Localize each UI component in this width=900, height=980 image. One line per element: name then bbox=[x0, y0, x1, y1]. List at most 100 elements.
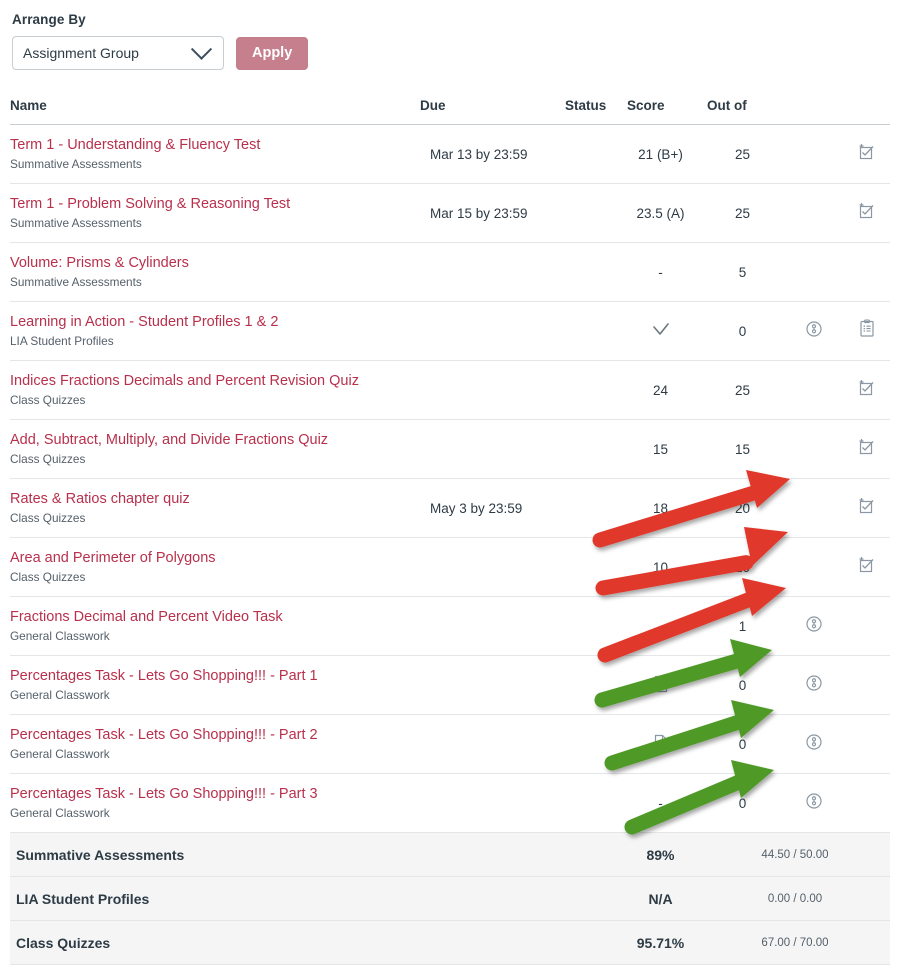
assignment-status bbox=[565, 243, 627, 302]
grades-table: Name Due Status Score Out of Term 1 - Un… bbox=[10, 98, 890, 965]
assignment-title-link[interactable]: Add, Subtract, Multiply, and Divide Frac… bbox=[10, 432, 329, 449]
column-header-name[interactable]: Name bbox=[10, 98, 47, 113]
assignment-icon-1-cell bbox=[785, 420, 843, 479]
assignment-status bbox=[565, 125, 627, 184]
assignment-due-date: Mar 13 by 23:59 bbox=[430, 146, 528, 162]
apply-button[interactable]: Apply bbox=[236, 36, 309, 70]
assignment-out-of: 20 bbox=[734, 500, 751, 516]
assignment-due-date bbox=[420, 302, 565, 361]
assignment-name-cell: Percentages Task - Lets Go Shopping!!! -… bbox=[10, 715, 420, 774]
assignment-icon-1-cell bbox=[785, 656, 843, 715]
assignment-name-cell: Term 1 - Understanding & Fluency Test Sum… bbox=[10, 125, 420, 184]
assignment-out-of: 0 bbox=[738, 323, 747, 339]
assignment-due-date bbox=[420, 420, 565, 479]
table-row: Indices Fractions Decimals and Percent R… bbox=[10, 361, 890, 420]
assignment-icon-2-cell bbox=[843, 715, 890, 774]
assignment-icon-1-cell bbox=[785, 774, 843, 833]
assignment-group-label: Summative Assessments bbox=[10, 156, 142, 171]
group-summary-percent: N/A bbox=[648, 890, 673, 907]
score-details-icon[interactable] bbox=[805, 674, 823, 697]
quiz-icon[interactable] bbox=[858, 497, 876, 520]
group-summary-name: Summative Assessments bbox=[16, 846, 185, 863]
table-row: Percentages Task - Lets Go Shopping!!! -… bbox=[10, 656, 890, 715]
assignment-due-date bbox=[420, 597, 565, 656]
assignment-status bbox=[565, 656, 627, 715]
assignment-group-label: General Classwork bbox=[10, 805, 110, 820]
assignment-title-link[interactable]: Percentages Task - Lets Go Shopping!!! -… bbox=[10, 786, 318, 803]
assignment-score: - bbox=[658, 264, 663, 280]
quiz-icon[interactable] bbox=[858, 202, 876, 225]
assignment-title-link[interactable]: Percentages Task - Lets Go Shopping!!! -… bbox=[10, 668, 318, 685]
column-header-status[interactable]: Status bbox=[565, 98, 607, 113]
assignment-icon-1-cell bbox=[785, 361, 843, 420]
arrange-by-controls: Arrange By Assignment Group Apply bbox=[0, 0, 900, 70]
assignment-out-of: 25 bbox=[734, 146, 751, 162]
column-header-out-of[interactable]: Out of bbox=[707, 98, 747, 113]
assignment-group-label: Summative Assessments bbox=[10, 274, 142, 289]
assignment-group-label: General Classwork bbox=[10, 687, 110, 702]
table-row: Volume: Prisms & Cylinders Summative Asse… bbox=[10, 243, 890, 302]
assignment-icon-1-cell bbox=[785, 715, 843, 774]
assignment-title-link[interactable]: Term 1 - Problem Solving & Reasoning Tes… bbox=[10, 196, 291, 213]
assignment-icon-2-cell bbox=[843, 479, 890, 538]
assignment-title-link[interactable]: Percentages Task - Lets Go Shopping!!! -… bbox=[10, 727, 318, 744]
table-row: Percentages Task - Lets Go Shopping!!! -… bbox=[10, 774, 890, 833]
assignment-status bbox=[565, 184, 627, 243]
assignment-group-label: General Classwork bbox=[10, 628, 110, 643]
assignment-score bbox=[627, 656, 707, 715]
column-header-due[interactable]: Due bbox=[420, 98, 446, 113]
score-details-icon[interactable] bbox=[805, 615, 823, 638]
group-summary-percent: 95.71% bbox=[636, 934, 685, 951]
arrange-by-label: Arrange By bbox=[12, 12, 86, 27]
quiz-icon[interactable] bbox=[858, 438, 876, 461]
document-submission-icon[interactable] bbox=[653, 734, 669, 755]
assignment-title-link[interactable]: Learning in Action - Student Profiles 1 … bbox=[10, 314, 279, 331]
group-summary-name: LIA Student Profiles bbox=[16, 890, 150, 907]
group-summary-points: 67.00 / 70.00 bbox=[761, 936, 829, 949]
assignment-title-link[interactable]: Term 1 - Understanding & Fluency Test bbox=[10, 137, 261, 154]
assignment-status bbox=[565, 479, 627, 538]
assignment-score: 10 bbox=[652, 559, 669, 575]
assignment-out-of: 0 bbox=[738, 677, 747, 693]
assignment-group-label: Class Quizzes bbox=[10, 510, 86, 525]
rubric-icon[interactable] bbox=[858, 319, 876, 343]
arrange-by-select-value: Assignment Group bbox=[23, 45, 139, 61]
assignment-title-link[interactable]: Fractions Decimal and Percent Video Task bbox=[10, 609, 283, 626]
assignment-title-link[interactable]: Volume: Prisms & Cylinders bbox=[10, 255, 189, 272]
assignment-icon-1-cell bbox=[785, 243, 843, 302]
quiz-icon[interactable] bbox=[858, 379, 876, 402]
assignment-icon-2-cell bbox=[843, 420, 890, 479]
assignment-icon-2-cell bbox=[843, 361, 890, 420]
assignment-title-link[interactable]: Indices Fractions Decimals and Percent R… bbox=[10, 373, 359, 390]
assignment-name-cell: Indices Fractions Decimals and Percent R… bbox=[10, 361, 420, 420]
assignment-due-date bbox=[420, 656, 565, 715]
quiz-icon[interactable] bbox=[858, 556, 876, 579]
assignment-due-date: May 3 by 23:59 bbox=[430, 500, 523, 516]
assignment-group-label: LIA Student Profiles bbox=[10, 333, 114, 348]
assignment-icon-1-cell bbox=[785, 597, 843, 656]
assignment-title-link[interactable]: Rates & Ratios chapter quiz bbox=[10, 491, 190, 508]
score-details-icon[interactable] bbox=[805, 733, 823, 756]
assignment-icon-1-cell bbox=[785, 479, 843, 538]
score-details-icon[interactable] bbox=[805, 320, 823, 343]
column-header-score[interactable]: Score bbox=[627, 98, 665, 113]
assignment-out-of: 0 bbox=[738, 736, 747, 752]
group-summary-row: Class Quizzes 95.71% 67.00 / 70.00 bbox=[10, 920, 890, 965]
assignment-score: 23.5 (A) bbox=[636, 205, 685, 221]
arrange-by-select[interactable]: Assignment Group bbox=[12, 36, 224, 70]
assignment-score bbox=[627, 302, 707, 361]
group-summary-name: Class Quizzes bbox=[16, 934, 111, 951]
quiz-icon[interactable] bbox=[858, 143, 876, 166]
assignment-score: - bbox=[658, 618, 663, 634]
chevron-down-icon bbox=[190, 38, 213, 60]
document-submission-icon[interactable] bbox=[653, 675, 669, 696]
assignment-name-cell: Volume: Prisms & Cylinders Summative Asse… bbox=[10, 243, 420, 302]
group-summary-row: LIA Student Profiles N/A 0.00 / 0.00 bbox=[10, 876, 890, 921]
score-details-icon[interactable] bbox=[805, 792, 823, 815]
assignment-score: 24 bbox=[652, 382, 669, 398]
assignment-title-link[interactable]: Area and Perimeter of Polygons bbox=[10, 550, 216, 567]
assignment-out-of: 10 bbox=[734, 559, 751, 575]
assignment-icon-2-cell bbox=[843, 538, 890, 597]
group-summary-points: 0.00 / 0.00 bbox=[767, 892, 823, 905]
assignment-status bbox=[565, 597, 627, 656]
